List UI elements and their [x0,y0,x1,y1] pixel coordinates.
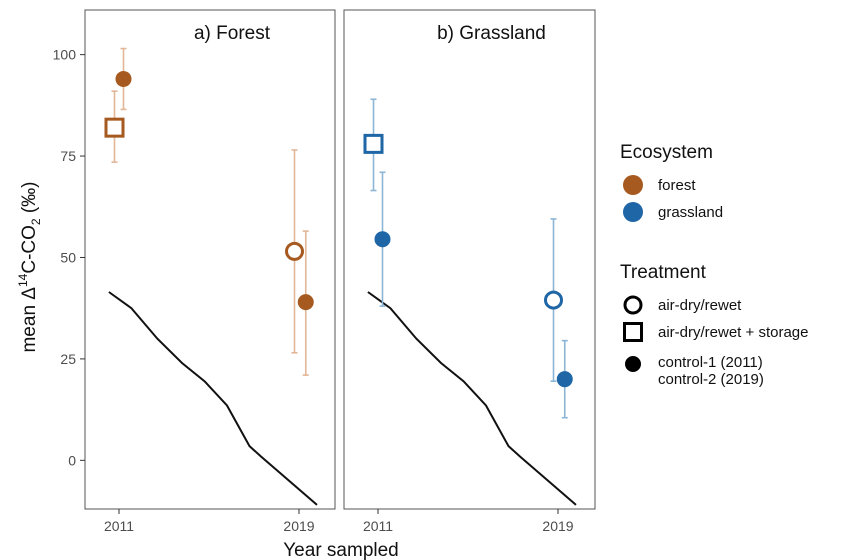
panel-title: a) Forest [194,23,271,44]
y-tick-label: 50 [60,249,76,265]
y-axis-title: mean Δ14C-CO2 (‰) [16,181,43,352]
legend-symbol-filled-circle [625,356,641,372]
x-axis: 2011 2019 2011 2019 [104,509,574,534]
y-axis-title-part-2: C-CO [19,225,40,274]
x-tick-label: 2019 [283,518,314,534]
data-point [115,70,132,87]
y-axis: 0 25 50 75 100 [53,47,85,468]
panel-border [343,9,596,510]
legend-treatment-title: Treatment [620,262,707,283]
y-tick-label: 0 [68,452,76,468]
data-point [374,231,391,248]
x-axis-title: Year sampled [283,540,398,560]
legend-label-treatment: control-1 (2011) [658,354,763,371]
data-point [544,290,563,310]
atmospheric-line [367,291,577,506]
y-tick-label: 75 [60,148,76,164]
data-point [556,371,573,388]
legend-label-treatment: control-2 (2019) [658,371,764,388]
x-tick-label: 2011 [104,518,134,534]
y-tick-label: 25 [60,351,76,367]
legend-label-forest: forest [658,177,696,194]
panel-grassland: b) Grassland [343,9,596,510]
x-tick-label: 2019 [542,518,573,534]
y-axis-title-part-1: mean Δ [19,287,40,353]
data-point [297,294,314,311]
legend-symbol-open-square [623,322,643,342]
y-axis-title-superscript: 14 [16,273,30,287]
panel-forest: a) Forest [84,9,336,510]
data-point [285,241,304,261]
legend-symbol-open-circle [623,295,643,315]
data-point [363,133,384,154]
legend-ecosystem-title: Ecosystem [620,142,713,163]
atmospheric-line [108,291,318,506]
y-axis-title-subscript: 2 [29,218,43,225]
data-point [104,117,125,138]
x-tick-label: 2011 [363,518,393,534]
legend: Ecosystem forest grassland Treatment air-dry… [620,142,808,388]
legend-label-treatment: air-dry/rewet + storage [658,324,808,341]
y-axis-title-part-3: (‰) [19,181,40,218]
y-tick-label: 100 [53,47,77,63]
legend-swatch-grassland [623,202,643,222]
panel-title: b) Grassland [437,23,546,44]
legend-swatch-forest [623,175,643,195]
legend-label-grassland: grassland [658,204,723,221]
legend-label-treatment: air-dry/rewet [658,297,742,314]
panels-layer: a) Forest b) Grassland [84,9,596,510]
